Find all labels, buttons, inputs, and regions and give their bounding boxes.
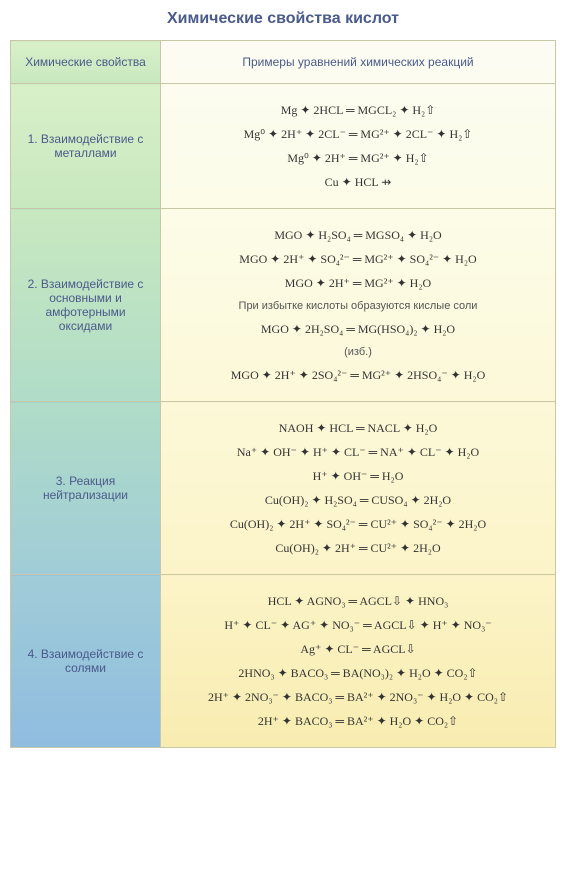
equation: Cu(OH)₂ ✦ 2H⁺ ═ CU²⁺ ✦ 2H₂O [171, 536, 545, 560]
equation: Mg⁰ ✦ 2H⁺ ✦ 2CL⁻ ═ MG²⁺ ✦ 2CL⁻ ✦ H₂⇧ [171, 122, 545, 146]
equations-cell: Mg ✦ 2HCL ═ MGCL₂ ✦ H₂⇧ Mg⁰ ✦ 2H⁺ ✦ 2CL⁻… [161, 84, 556, 209]
property-cell: 4. Взаимодействие с солями [11, 575, 161, 748]
equation: NAOH ✦ HCL ═ NACL ✦ H₂O [171, 416, 545, 440]
header-col1: Химические свойства [11, 41, 161, 84]
page-title: Химические свойства кислот [10, 10, 556, 28]
equation: Cu(OH)₂ ✦ H₂SO₄ ═ CUSO₄ ✦ 2H₂O [171, 488, 545, 512]
equations-cell: MGO ✦ H₂SO₄ ═ MGSO₄ ✦ H₂O MGO ✦ 2H⁺ ✦ SO… [161, 209, 556, 402]
equation: Ag⁺ ✦ CL⁻ ═ AGCL⇩ [171, 637, 545, 661]
equation: H⁺ ✦ OH⁻ ═ H₂O [171, 464, 545, 488]
table-row: 2. Взаимодействие с основными и амфотерн… [11, 209, 556, 402]
equations-cell: NAOH ✦ HCL ═ NACL ✦ H₂O Na⁺ ✦ OH⁻ ✦ H⁺ ✦… [161, 402, 556, 575]
equation: Mg ✦ 2HCL ═ MGCL₂ ✦ H₂⇧ [171, 98, 545, 122]
equations-cell: HCL ✦ AGNO₃ ═ AGCL⇩ ✦ HNO₃ H⁺ ✦ CL⁻ ✦ AG… [161, 575, 556, 748]
table-row: 1. Взаимодействие с металлами Mg ✦ 2HCL … [11, 84, 556, 209]
note-text: При избытке кислоты образуются кислые со… [171, 295, 545, 317]
equation: Mg⁰ ✦ 2H⁺ ═ MG²⁺ ✦ H₂⇧ [171, 146, 545, 170]
equation: MGO ✦ 2H⁺ ═ MG²⁺ ✦ H₂O [171, 271, 545, 295]
table-row: 4. Взаимодействие с солями HCL ✦ AGNO₃ ═… [11, 575, 556, 748]
chemistry-table: Химические свойства Примеры уравнений хи… [10, 40, 556, 748]
note-text: (изб.) [171, 341, 545, 363]
equation: MGO ✦ 2H⁺ ✦ SO₄²⁻ ═ MG²⁺ ✦ SO₄²⁻ ✦ H₂O [171, 247, 545, 271]
equation: MGO ✦ 2H₂SO₄ ═ MG(HSO₄)₂ ✦ H₂O [171, 317, 545, 341]
equation: H⁺ ✦ CL⁻ ✦ AG⁺ ✦ NO₃⁻ ═ AGCL⇩ ✦ H⁺ ✦ NO₃… [171, 613, 545, 637]
equation: 2H⁺ ✦ 2NO₃⁻ ✦ BACO₃ ═ BA²⁺ ✦ 2NO₃⁻ ✦ H₂O… [171, 685, 545, 709]
property-cell: 3. Реакция нейтрализации [11, 402, 161, 575]
equation: MGO ✦ H₂SO₄ ═ MGSO₄ ✦ H₂O [171, 223, 545, 247]
table-row: 3. Реакция нейтрализации NAOH ✦ HCL ═ NA… [11, 402, 556, 575]
equation: MGO ✦ 2H⁺ ✦ 2SO₄²⁻ ═ MG²⁺ ✦ 2HSO₄⁻ ✦ H₂O [171, 363, 545, 387]
equation: 2HNO₃ ✦ BACO₃ ═ BA(NO₃)₂ ✦ H₂O ✦ CO₂⇧ [171, 661, 545, 685]
equation: Cu ✦ HCL ⇸ [171, 170, 545, 194]
equation: 2H⁺ ✦ BACO₃ ═ BA²⁺ ✦ H₂O ✦ CO₂⇧ [171, 709, 545, 733]
property-cell: 2. Взаимодействие с основными и амфотерн… [11, 209, 161, 402]
equation: HCL ✦ AGNO₃ ═ AGCL⇩ ✦ HNO₃ [171, 589, 545, 613]
equation: Na⁺ ✦ OH⁻ ✦ H⁺ ✦ CL⁻ ═ NA⁺ ✦ CL⁻ ✦ H₂O [171, 440, 545, 464]
equation: Cu(OH)₂ ✦ 2H⁺ ✦ SO₄²⁻ ═ CU²⁺ ✦ SO₄²⁻ ✦ 2… [171, 512, 545, 536]
header-col2: Примеры уравнений химических реакций [161, 41, 556, 84]
property-cell: 1. Взаимодействие с металлами [11, 84, 161, 209]
